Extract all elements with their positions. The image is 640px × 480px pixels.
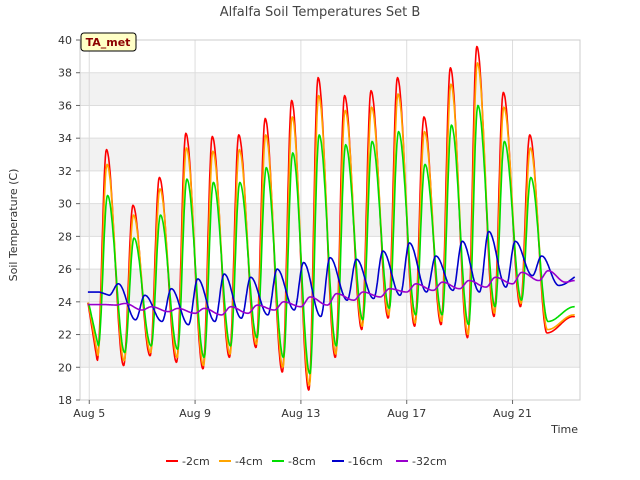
y-tick-label: 24 [58, 296, 72, 309]
y-tick-label: 32 [58, 165, 72, 178]
y-tick-label: 38 [58, 67, 72, 80]
legend-label: -8cm [288, 455, 316, 468]
x-tick-label: Aug 17 [387, 407, 426, 420]
series-line--8cm [87, 104, 576, 375]
y-tick-label: 36 [58, 99, 72, 112]
y-tick-label: 20 [58, 361, 72, 374]
plot-band [80, 138, 580, 171]
x-tick-label: Aug 21 [493, 407, 532, 420]
legend-label: -2cm [182, 455, 210, 468]
y-tick-label: 22 [58, 329, 72, 342]
x-tick-label: Aug 9 [179, 407, 211, 420]
ta-met-annotation: TA_met [80, 32, 137, 52]
x-tick-label: Aug 5 [73, 407, 105, 420]
series-line--32cm [87, 269, 576, 316]
y-axis-ticks: 18 20 22 24 26 28 30 32 34 36 38 40 [58, 34, 80, 407]
y-tick-label: 28 [58, 230, 72, 243]
x-axis-ticks: Aug 5 Aug 9 Aug 13 Aug 17 Aug 21 [73, 400, 532, 420]
y-tick-label: 30 [58, 198, 72, 211]
y-tick-label: 18 [58, 394, 72, 407]
legend-label: -32cm [412, 455, 447, 468]
y-axis-label: Soil Temperature (C) [7, 169, 20, 282]
legend: -2cm -4cm -8cm -16cm -32cm [166, 455, 447, 468]
plot-band [80, 72, 580, 106]
annotation-label: TA_met [86, 36, 131, 49]
plot-band [80, 334, 580, 368]
plot-frame [79, 39, 581, 401]
series-layer [87, 45, 576, 391]
series-line--16cm [87, 230, 576, 326]
plot-background [80, 72, 580, 368]
annotation-box [80, 32, 137, 52]
x-tick-label: Aug 13 [281, 407, 320, 420]
legend-label: -16cm [348, 455, 383, 468]
x-axis-label: Time [550, 423, 578, 436]
y-tick-label: 34 [58, 132, 72, 145]
chart-title: Alfalfa Soil Temperatures Set B [220, 5, 421, 20]
plot-band [80, 203, 580, 237]
y-tick-label: 26 [58, 263, 72, 276]
legend-label: -4cm [235, 455, 263, 468]
y-tick-label: 40 [58, 34, 72, 47]
